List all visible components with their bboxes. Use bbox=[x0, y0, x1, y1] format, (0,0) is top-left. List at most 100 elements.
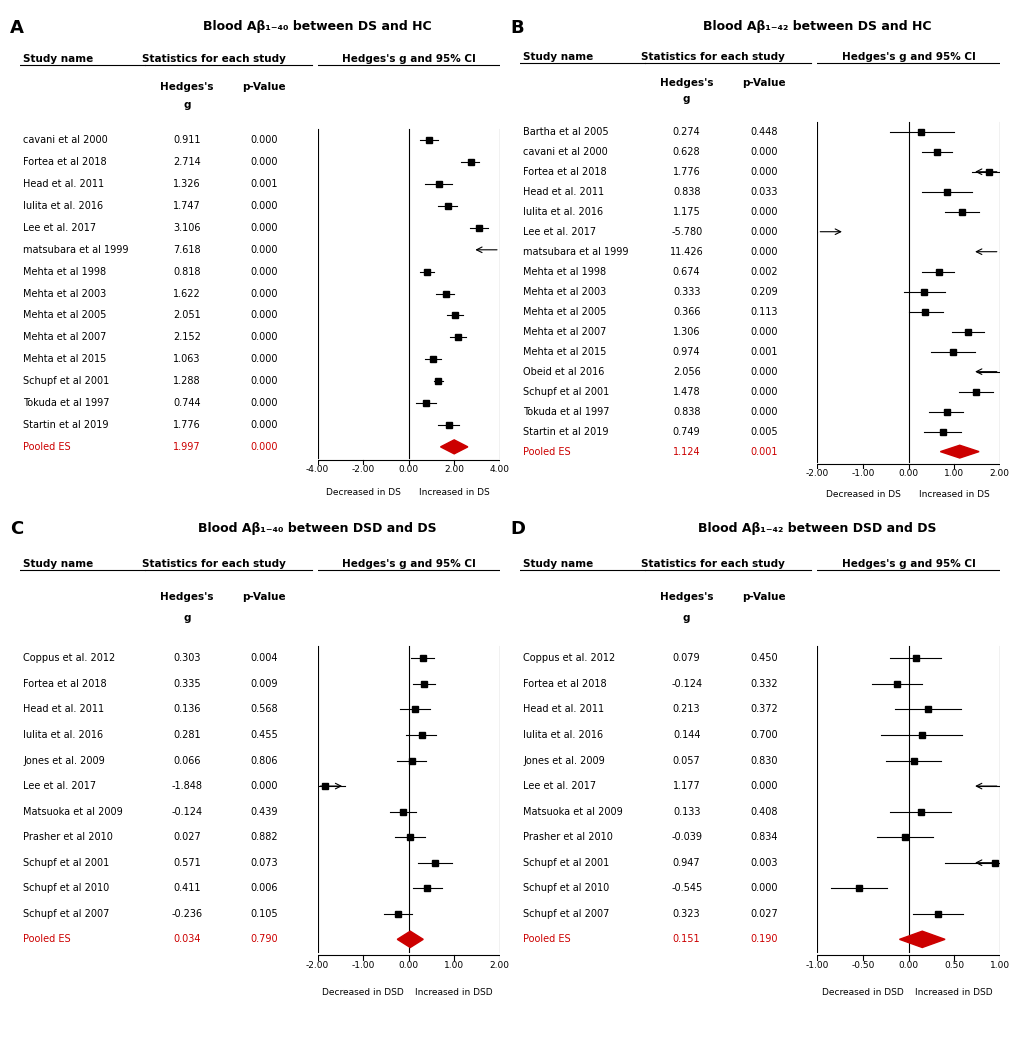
Text: Jones et al. 2009: Jones et al. 2009 bbox=[23, 756, 105, 766]
Text: 0.004: 0.004 bbox=[250, 653, 277, 664]
Text: Prasher et al 2010: Prasher et al 2010 bbox=[523, 832, 612, 842]
Text: Startin et al 2019: Startin et al 2019 bbox=[523, 426, 608, 437]
Text: 0.911: 0.911 bbox=[173, 136, 201, 145]
Text: Hedges's: Hedges's bbox=[659, 77, 712, 88]
Text: 0.105: 0.105 bbox=[250, 909, 277, 919]
Text: Blood Aβ₁₋₄₀ between DSD and DS: Blood Aβ₁₋₄₀ between DSD and DS bbox=[198, 522, 436, 535]
Text: 0.000: 0.000 bbox=[250, 420, 277, 429]
Text: 1.124: 1.124 bbox=[673, 446, 700, 457]
Text: Lee et al. 2017: Lee et al. 2017 bbox=[23, 781, 97, 791]
Text: 0.372: 0.372 bbox=[749, 704, 777, 715]
Text: cavani et al 2000: cavani et al 2000 bbox=[23, 136, 108, 145]
Text: -1.00: -1.00 bbox=[352, 961, 375, 970]
Text: 0.335: 0.335 bbox=[173, 679, 201, 689]
Text: 0.133: 0.133 bbox=[673, 807, 700, 816]
Text: -5.780: -5.780 bbox=[671, 227, 702, 237]
Text: 0.002: 0.002 bbox=[749, 266, 776, 277]
Text: B: B bbox=[510, 19, 523, 37]
Text: Hedges's g and 95% CI: Hedges's g and 95% CI bbox=[341, 53, 475, 64]
Text: 0.209: 0.209 bbox=[749, 286, 776, 297]
Text: 1.997: 1.997 bbox=[173, 442, 201, 451]
Text: 0.281: 0.281 bbox=[173, 730, 201, 740]
Text: Prasher et al 2010: Prasher et al 2010 bbox=[23, 832, 113, 842]
Text: 0.000: 0.000 bbox=[250, 288, 277, 299]
Text: 0.000: 0.000 bbox=[250, 354, 277, 365]
Text: Schupf et al 2001: Schupf et al 2001 bbox=[523, 858, 608, 867]
Text: Fortea et al 2018: Fortea et al 2018 bbox=[523, 679, 606, 689]
Text: -0.50: -0.50 bbox=[851, 961, 874, 970]
Text: Jones et al. 2009: Jones et al. 2009 bbox=[523, 756, 604, 766]
Text: 0.00: 0.00 bbox=[398, 465, 419, 474]
Text: Hedges's g and 95% CI: Hedges's g and 95% CI bbox=[341, 559, 475, 568]
Text: 0.000: 0.000 bbox=[250, 266, 277, 277]
Text: Pooled ES: Pooled ES bbox=[23, 442, 71, 451]
Text: Lee et al. 2017: Lee et al. 2017 bbox=[523, 781, 596, 791]
Text: -4.00: -4.00 bbox=[306, 465, 329, 474]
Text: 0.005: 0.005 bbox=[749, 426, 776, 437]
Text: 0.000: 0.000 bbox=[749, 387, 776, 397]
Polygon shape bbox=[940, 445, 978, 458]
Text: 0.674: 0.674 bbox=[673, 266, 700, 277]
Text: Study name: Study name bbox=[23, 53, 94, 64]
Text: 0.568: 0.568 bbox=[250, 704, 277, 715]
Text: 0.834: 0.834 bbox=[749, 832, 776, 842]
Text: Iulita et al. 2016: Iulita et al. 2016 bbox=[523, 730, 602, 740]
Text: Increased in DS: Increased in DS bbox=[918, 490, 988, 498]
Text: -0.039: -0.039 bbox=[671, 832, 701, 842]
Text: 2.056: 2.056 bbox=[673, 367, 700, 376]
Text: Iulita et al. 2016: Iulita et al. 2016 bbox=[23, 201, 103, 211]
Text: 1.00: 1.00 bbox=[943, 468, 963, 478]
Text: 1.776: 1.776 bbox=[673, 167, 700, 177]
Text: 0.000: 0.000 bbox=[250, 781, 277, 791]
Text: -0.124: -0.124 bbox=[671, 679, 701, 689]
Text: Blood Aβ₁₋₄₂ between DS and HC: Blood Aβ₁₋₄₂ between DS and HC bbox=[702, 21, 930, 33]
Text: 0.274: 0.274 bbox=[673, 126, 700, 137]
Text: Schupf et al 2001: Schupf et al 2001 bbox=[23, 376, 109, 387]
Text: 0.000: 0.000 bbox=[749, 167, 776, 177]
Text: 0.000: 0.000 bbox=[250, 223, 277, 233]
Text: g: g bbox=[183, 99, 191, 110]
Text: g: g bbox=[183, 612, 191, 623]
Text: 1.326: 1.326 bbox=[173, 179, 201, 189]
Text: 0.144: 0.144 bbox=[673, 730, 700, 740]
Polygon shape bbox=[440, 440, 468, 454]
Text: Schupf et al 2007: Schupf et al 2007 bbox=[23, 909, 110, 919]
Text: -1.848: -1.848 bbox=[171, 781, 202, 791]
Text: -0.545: -0.545 bbox=[671, 883, 702, 893]
Text: 0.033: 0.033 bbox=[749, 187, 776, 196]
Text: 0.057: 0.057 bbox=[673, 756, 700, 766]
Text: 1.622: 1.622 bbox=[173, 288, 201, 299]
Text: 0.838: 0.838 bbox=[673, 407, 700, 417]
Text: 0.003: 0.003 bbox=[749, 858, 776, 867]
Text: 0.066: 0.066 bbox=[173, 756, 201, 766]
Text: Bartha et al 2005: Bartha et al 2005 bbox=[523, 126, 608, 137]
Text: 1.288: 1.288 bbox=[173, 376, 201, 387]
Text: 2.714: 2.714 bbox=[173, 157, 201, 167]
Text: Obeid et al 2016: Obeid et al 2016 bbox=[523, 367, 604, 376]
Text: Schupf et al 2010: Schupf et al 2010 bbox=[23, 883, 109, 893]
Text: p-Value: p-Value bbox=[742, 593, 785, 602]
Text: Pooled ES: Pooled ES bbox=[23, 934, 71, 945]
Text: 1.747: 1.747 bbox=[173, 201, 201, 211]
Text: Mehta et al 2005: Mehta et al 2005 bbox=[523, 306, 606, 317]
Text: Increased in DSD: Increased in DSD bbox=[914, 988, 991, 997]
Text: Statistics for each study: Statistics for each study bbox=[641, 52, 785, 62]
Text: Mehta et al 2003: Mehta et al 2003 bbox=[23, 288, 107, 299]
Text: 0.000: 0.000 bbox=[250, 398, 277, 408]
Text: Schupf et al 2007: Schupf et al 2007 bbox=[523, 909, 609, 919]
Text: 0.073: 0.073 bbox=[250, 858, 277, 867]
Text: 4.00: 4.00 bbox=[489, 465, 510, 474]
Text: Mehta et al 2007: Mehta et al 2007 bbox=[523, 327, 606, 336]
Text: 0.000: 0.000 bbox=[749, 146, 776, 157]
Text: 0.974: 0.974 bbox=[673, 347, 700, 356]
Text: 0.000: 0.000 bbox=[749, 367, 776, 376]
Text: 1.177: 1.177 bbox=[673, 781, 700, 791]
Text: 0.000: 0.000 bbox=[749, 207, 776, 216]
Text: 0.448: 0.448 bbox=[749, 126, 776, 137]
Text: -2.00: -2.00 bbox=[306, 961, 329, 970]
Text: -2.00: -2.00 bbox=[352, 465, 374, 474]
Text: Fortea et al 2018: Fortea et al 2018 bbox=[23, 157, 107, 167]
Text: 1.478: 1.478 bbox=[673, 387, 700, 397]
Text: 0.838: 0.838 bbox=[673, 187, 700, 196]
Text: 0.001: 0.001 bbox=[749, 347, 776, 356]
